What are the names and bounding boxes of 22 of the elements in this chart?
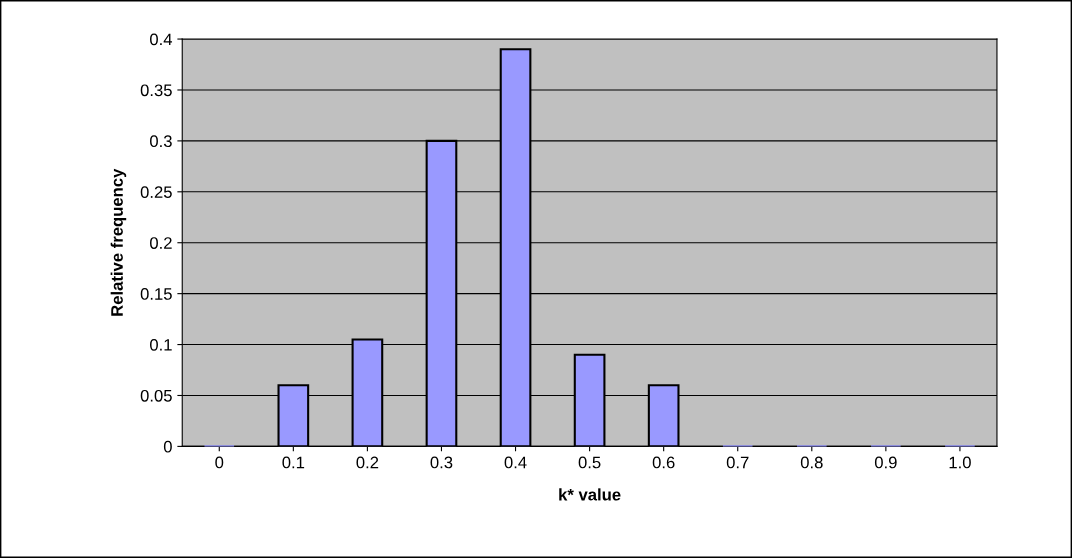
y-tick-label: 0.4 xyxy=(150,33,173,46)
x-tick-label: 0.2 xyxy=(356,456,379,469)
y-axis-title: Relative frequency xyxy=(110,168,127,316)
y-tick-label: 0.15 xyxy=(140,288,172,300)
y-tick-label: 0.2 xyxy=(150,237,172,249)
x-tick-label: 0.3 xyxy=(430,456,453,469)
x-tick-label: 0.6 xyxy=(652,456,675,469)
x-axis-title: k* value xyxy=(559,488,621,501)
x-tick-label: 0 xyxy=(215,456,224,469)
y-tick-label: 0.25 xyxy=(140,186,172,199)
y-tick-label: 0.3 xyxy=(150,135,172,148)
x-tick-label: 0.5 xyxy=(578,456,601,469)
y-tick-label: 0.1 xyxy=(150,338,172,351)
x-tick-label: 0.1 xyxy=(282,456,305,469)
x-tick-label: 0.9 xyxy=(874,456,897,469)
y-tick-label: 0.05 xyxy=(140,389,172,402)
y-tick-label: 0.35 xyxy=(140,84,172,97)
y-tick-label: 0 xyxy=(163,440,172,453)
x-tick-label: 0.4 xyxy=(504,456,527,469)
x-tick-label: 0.8 xyxy=(800,456,823,469)
x-tick-label: 1.0 xyxy=(949,456,971,469)
x-tick-label: 0.7 xyxy=(726,456,749,469)
